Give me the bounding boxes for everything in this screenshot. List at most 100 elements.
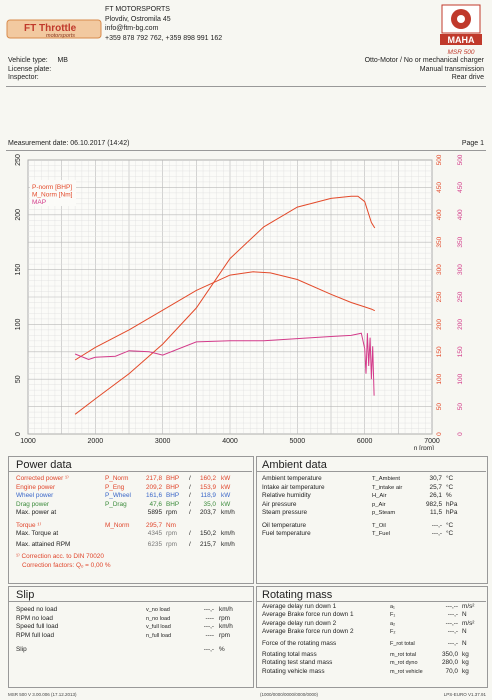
ambient-row-value: ---,- [431,521,442,529]
power-row-value2: 153,9 [200,483,216,491]
page-number: Page 1 [461,140,484,147]
rotating-row-symbol: m_rot total [390,652,416,658]
y-left-tick-label: 100 [15,318,22,330]
grid [27,159,433,435]
ambient-row-label: Oil temperature [262,521,307,529]
divider [6,150,486,151]
series-line-0 [74,195,376,415]
ambient-row-unit: °C [446,530,454,537]
y-right2-tick-label: 50 [457,403,464,411]
power-row-sep: / [189,483,191,491]
slip-row-symbol: v_full load [146,624,171,630]
rotating-row-value: ---,-- [445,619,458,627]
power-row-value1: 217,8 [146,475,162,482]
rotating-row-symbol: a₁ [390,604,395,610]
rotating-row-unit: N [462,611,467,619]
ambient-row-value: 26,1 [429,492,442,499]
power-row-unit1: rpm [166,509,178,516]
power-row-label: Drag power [16,500,50,508]
ambient-row-value: 982,5 [426,500,442,508]
ambient-row-unit: °C [446,483,454,491]
x-tick-label: 6000 [357,438,373,445]
torque-at-label: Max. Torque at [16,530,59,537]
legend-box [30,180,76,206]
max-rpm-unit1: rpm [166,540,178,548]
rotating-row-value: 280,0 [442,659,458,667]
power-row-label: Engine power [16,483,56,491]
y-right-tick-label: 250 [436,291,443,302]
y-right2-tick-label: 500 [457,154,464,165]
slip-row-unit: rpm [219,614,231,622]
ambient-row-label: Steam pressure [262,509,308,516]
rotating-row-unit: kg [462,651,469,658]
rotating-row-label: Average Brake force run down 1 [262,611,354,619]
torque-at-unit1: rpm [166,530,178,537]
y-right-tick-label: 100 [436,373,443,384]
slip-row-value: ---- [205,614,214,622]
power-row-value2: 35,0 [203,500,216,508]
ambient-row-label: Fuel temperature [262,530,311,537]
footer-version: MSR 500 V 3.00.006 (17.12.2013) [8,692,77,697]
power-row-unit2: km/h [221,509,235,516]
y-right2-tick-label: 300 [457,264,464,275]
slip-row-label: Speed full load [16,623,59,630]
maha-logo: MAHA MSR 500 [436,4,486,56]
power-row-value2: 160,2 [200,475,216,482]
license-plate-label: License plate: [8,65,52,73]
rotating-row-label: Average delay run down 1 [262,603,337,610]
y-right2-tick-label: 350 [457,236,464,247]
y-right-tick-label: 0 [436,432,443,436]
ambient-row-symbol: p_Air [372,501,386,508]
ambient-row-unit: °C [446,521,454,529]
rotating-row-value: ---,- [447,611,458,619]
legend-item: MAP [32,199,46,206]
power-row-value1: 5895 [147,509,162,516]
power-row-sep: / [189,475,191,482]
y-right2-tick-label: 450 [457,182,464,193]
y-right2-tick-label: 200 [457,319,464,330]
rotating-row-label: Rotating test stand mass [262,659,333,667]
series-line-1 [74,271,376,361]
maha-text: MAHA [448,35,475,45]
rotating-mass-panel [256,586,488,688]
power-row-unit1: BHP [166,475,180,482]
max-rpm-value1: 6235 [147,540,162,548]
ambient-row-label: Air pressure [262,500,297,508]
ambient-row-value: ---,- [431,530,442,537]
ambient-data-panel [256,456,488,584]
power-row-label: Max. power at [16,509,57,516]
max-rpm-label: Max. attained RPM [16,540,71,548]
x-tick-label: 1000 [20,438,36,445]
correction-note: ¹⁾ Correction acc. to DIN 70020 [16,553,104,560]
company-info: FT MOTORSPORTS Plovdiv, Ostromila 45 inf… [105,5,222,43]
company-email[interactable]: info@ftm-bg.com [105,25,159,32]
rotating-row-label: Average Brake force run down 2 [262,628,354,636]
divider [256,471,486,472]
torque-at-sep: / [189,530,191,537]
torque-at-value1: 4345 [147,530,162,537]
slip-row-unit: km/h [219,623,233,630]
slip-row-value: ---,- [203,606,214,613]
torque-symbol: M_Norm [105,521,130,529]
x-tick-label: 3000 [155,438,171,445]
y-right-tick-label: 350 [436,236,443,247]
drive-type: Rear drive [451,74,484,81]
power-row-symbol: P_Wheel [105,492,131,499]
footer-lps: LPS-EURO V1.37.91 [443,692,486,697]
max-rpm-value2: 215,7 [200,540,216,548]
company-name: FT MOTORSPORTS [105,6,170,13]
power-row-symbol: P_Drag [105,500,127,508]
rotating-row-symbol: m_rot vehicle [390,668,423,675]
slip-row-unit: % [219,646,225,653]
divider [256,601,486,602]
slip-row-unit: km/h [219,606,233,613]
power-row-value1: 209,2 [146,483,162,491]
inspector-label: Inspector: [8,74,39,81]
ambient-row-unit: hPa [446,500,458,508]
power-row-sep: / [189,509,191,516]
ambient-row-value: 30,7 [429,475,442,482]
y-right-tick-label: 150 [436,346,443,357]
torque-unit: Nm [166,521,176,529]
rotating-row-unit: m/s² [462,619,475,627]
